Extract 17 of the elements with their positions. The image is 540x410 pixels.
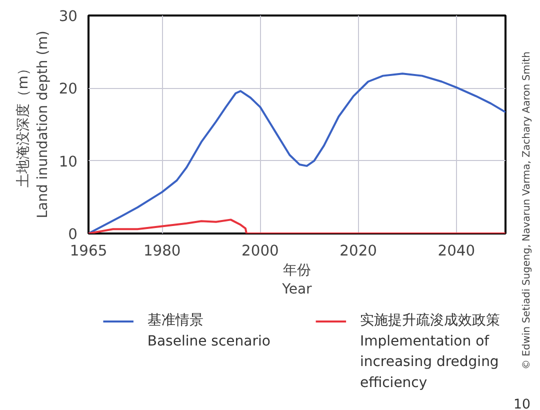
y-tick-label: 0	[68, 226, 78, 243]
line-series	[88, 72, 506, 234]
x-tick-label: 2020	[340, 242, 377, 260]
x-tick-label: 2040	[438, 242, 476, 260]
text: 10	[514, 397, 530, 410]
x-tick-label: 2000	[242, 242, 279, 260]
line-series	[88, 218, 506, 234]
y-tick-label: 20	[58, 80, 78, 98]
y-tick-label: 10	[58, 153, 78, 170]
legend-label: 实施提升疏浚成效政策 Implementation of increasing dredging efficiency	[360, 312, 500, 391]
text: © Edwin Setiadi Sugeng, Navarun Varma, Zachary Aaron Smith	[522, 52, 532, 370]
y-tick-label: 30	[58, 8, 78, 25]
x-axis-title: 年份 Year	[281, 262, 312, 298]
legend-label: 基准情景 Baseline scenario	[147, 312, 270, 350]
x-tick-label: 1980	[143, 242, 181, 260]
x-tick-label: 1965	[70, 242, 108, 260]
y-axis-title: 土地淹没深度（m） Land inundation depth (m)	[16, 30, 51, 218]
